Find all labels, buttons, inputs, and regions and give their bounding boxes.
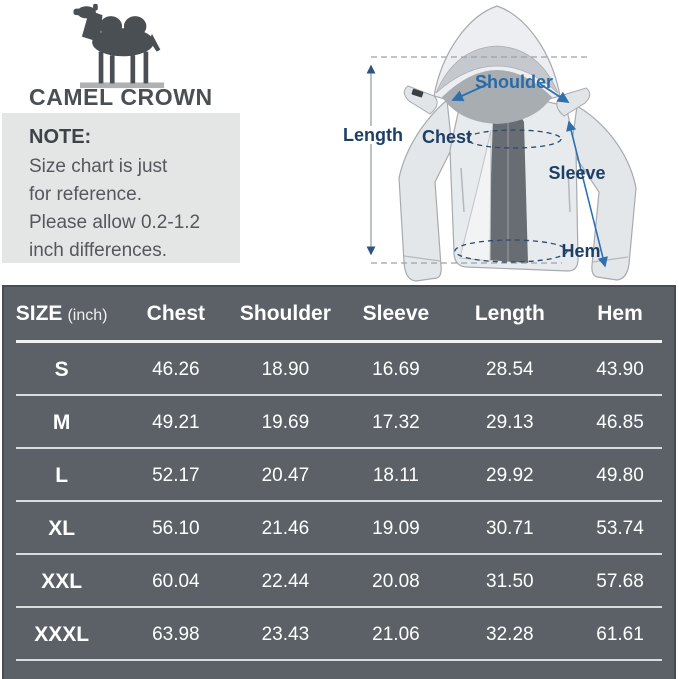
value-cell: 63.98 [152,623,200,645]
jacket-front-flap [459,129,492,262]
value-cell: 43.90 [596,358,644,380]
value-cell: 23.43 [261,623,310,645]
value-cell: 61.61 [596,623,644,645]
value-cell: 49.21 [152,411,200,433]
note-box: NOTE: Size chart is just for reference. … [2,113,240,263]
table-bottom-spacer [4,661,674,679]
size-cell: L [55,463,69,487]
note-line: Size chart is just [29,156,168,177]
table-row-xxl: XXL 60.04 22.44 20.08 31.50 57.68 [4,555,674,608]
shoulder-arrow-right [539,83,570,103]
value-cell: 29.13 [486,411,534,433]
note-line: for reference. [29,184,142,205]
size-cell: XL [48,516,76,540]
jacket-measurement-diagram: Length Chest Shoulder Sleeve Hem [330,0,679,285]
value-cell: 17.32 [372,411,420,433]
value-cell: 19.69 [261,411,310,433]
value-cell: 16.69 [372,358,420,380]
size-cell: XXL [41,569,83,593]
shoulder-arrow-left [451,83,489,102]
size-table: SIZE (inch) Chest Shoulder Sleeve Length … [2,285,676,679]
header-cell-length: Length [474,301,545,325]
value-cell: 29.92 [486,464,534,486]
value-cell: 18.11 [372,464,419,486]
value-cell: 31.50 [486,570,534,592]
diagram-label-length: Length [343,125,403,145]
value-cell: 18.90 [261,358,310,380]
value-cell: 53.74 [596,517,644,539]
note-line: inch differences. [29,240,168,261]
note-title: NOTE: [29,126,92,148]
value-cell: 20.08 [372,570,420,592]
diagram-label-hem: Hem [561,241,600,261]
size-unit-label: (inch) [67,306,108,324]
size-header-label: SIZE [15,301,63,325]
camel-logo-icon [73,3,165,89]
value-cell: 20.47 [261,464,310,486]
value-cell: 28.54 [486,358,534,380]
value-cell: 56.10 [152,517,200,539]
table-row-s: S 46.26 18.90 16.69 28.54 43.90 [4,343,674,396]
header-divider [16,340,662,343]
size-cell: XXXL [34,622,90,646]
value-cell: 21.46 [261,517,310,539]
table-row-xl: XL 56.10 21.46 19.09 30.71 53.74 [4,502,674,555]
value-cell: 22.44 [261,570,310,592]
header-cell-size: SIZE (inch) [4,302,119,326]
size-cell: M [52,410,71,434]
value-cell: 46.85 [596,411,644,433]
header-cell-sleeve: Sleeve [362,301,430,325]
diagram-label-shoulder: Shoulder [475,72,553,92]
value-cell: 21.06 [372,623,420,645]
table-row-m: M 49.21 19.69 17.32 29.13 46.85 [4,396,674,449]
header-cell-shoulder: Shoulder [239,301,331,325]
jacket-left-sleeve [398,98,453,282]
table-row-xxxl: XXXL 63.98 23.43 21.06 32.28 61.61 [4,608,674,661]
value-cell: 19.09 [372,517,420,539]
value-cell: 46.26 [152,358,200,380]
diagram-label-chest: Chest [422,127,472,147]
value-cell: 52.17 [152,464,200,486]
value-cell: 49.80 [596,464,644,486]
header-cell-chest: Chest [146,301,206,325]
value-cell: 60.04 [152,570,200,592]
value-cell: 57.68 [596,570,644,592]
brand-name: CAMEL CROWN [29,84,213,110]
value-cell: 32.28 [486,623,534,645]
table-row-l: L 52.17 20.47 18.11 29.92 49.80 [4,449,674,502]
note-line: Please allow 0.2-1.2 [29,212,201,233]
value-cell: 30.71 [486,517,534,539]
sleeve-arrow [566,120,608,268]
diagram-label-sleeve: Sleeve [548,163,605,183]
jacket-hood-lining [442,70,552,124]
jacket-collar-left [403,85,438,115]
header-cell-hem: Hem [597,301,643,325]
size-cell: S [54,357,69,381]
chest-ellipse [466,129,562,149]
table-header-row: SIZE (inch) Chest Shoulder Sleeve Length … [4,287,674,340]
